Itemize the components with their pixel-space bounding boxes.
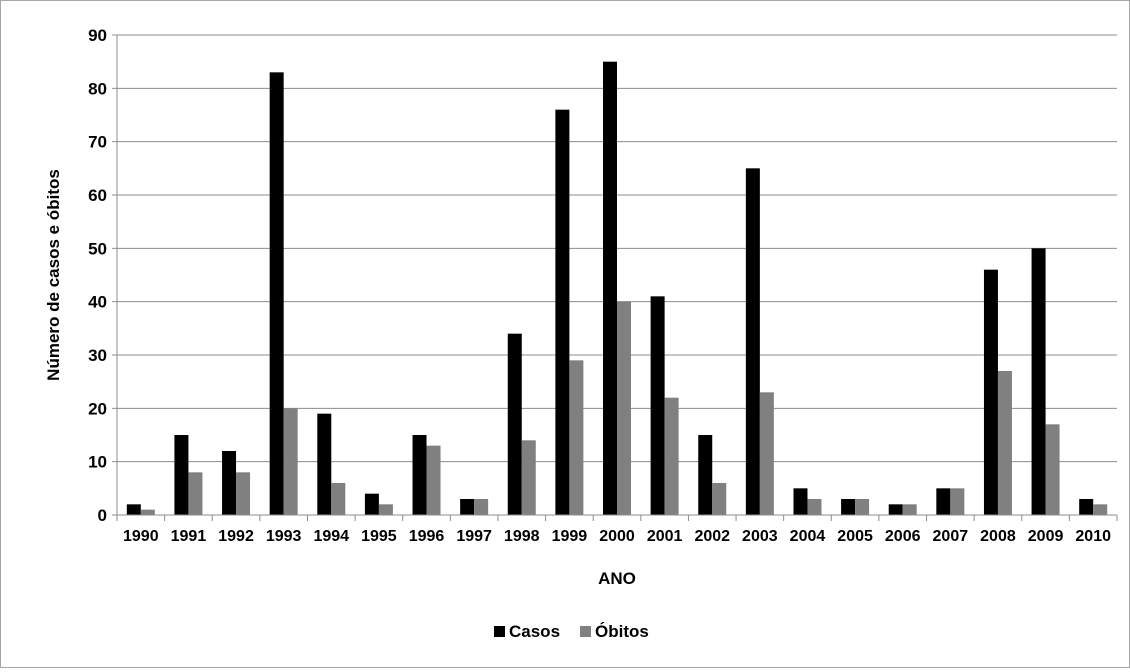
x-tick-label-1994: 1994 [313, 528, 349, 545]
x-tick-label-2008: 2008 [980, 528, 1016, 545]
bar-obitos-2002 [712, 483, 727, 515]
bar-obitos-2008 [997, 371, 1012, 515]
x-tick-label-2006: 2006 [885, 528, 921, 545]
y-tick-label: 60 [88, 186, 107, 205]
x-tick-label-1997: 1997 [456, 528, 492, 545]
bar-obitos-1997 [474, 499, 489, 515]
bar-casos-1999 [555, 109, 570, 516]
y-tick-label: 10 [88, 453, 107, 472]
y-tick-label: 40 [88, 293, 107, 312]
bar-obitos-1990 [140, 509, 155, 515]
axes: 0 10 20 30 40 50 60 70 80 90 1990 1991 1992 1993 1994 1… [88, 26, 1118, 545]
bar-casos-1993 [269, 72, 284, 515]
x-tick-label-2000: 2000 [599, 528, 635, 545]
x-tick-label-2009: 2009 [1028, 528, 1064, 545]
bar-casos-1994 [317, 413, 332, 515]
bar-obitos-1998 [521, 440, 536, 515]
bar-casos-2010 [1079, 499, 1094, 515]
bars [126, 61, 1108, 516]
legend-label-obitos: Óbitos [595, 622, 649, 641]
x-tick-label-1991: 1991 [171, 528, 207, 545]
bar-casos-1996 [412, 435, 427, 515]
legend: Casos Óbitos [494, 622, 649, 641]
bar-casos-2000 [603, 61, 617, 516]
y-axis-title: Número de casos e óbitos [44, 169, 63, 381]
bar-obitos-2006 [902, 504, 917, 515]
bar-obitos-1996 [426, 445, 441, 515]
bar-casos-1998 [507, 333, 522, 515]
bar-obitos-2009 [1045, 424, 1060, 515]
bar-obitos-1992 [236, 472, 251, 515]
bar-obitos-2010 [1093, 504, 1108, 515]
x-tick-label-1992: 1992 [218, 528, 254, 545]
x-tick-label-1996: 1996 [409, 528, 445, 545]
bar-obitos-2007 [950, 488, 965, 515]
bar-casos-2007 [936, 488, 951, 515]
y-tick-label: 0 [98, 506, 107, 525]
legend-swatch-obitos [580, 626, 591, 637]
x-axis-title: ANO [598, 569, 636, 588]
bar-casos-2003 [745, 168, 760, 516]
bar-casos-2001 [650, 296, 665, 515]
y-tick-label: 80 [88, 79, 107, 98]
x-tick-label-1998: 1998 [504, 528, 540, 545]
bar-casos-2009 [1031, 248, 1046, 516]
x-tick-label-1990: 1990 [123, 528, 159, 545]
bar-obitos-2004 [807, 499, 822, 515]
y-tick-label: 30 [88, 346, 107, 365]
x-tick-label-2010: 2010 [1075, 528, 1111, 545]
x-tick-label-2005: 2005 [837, 528, 873, 545]
x-tick-label-2003: 2003 [742, 528, 778, 545]
bar-casos-2006 [888, 504, 903, 515]
legend-swatch-casos [494, 626, 505, 637]
y-tick-label: 90 [88, 26, 107, 45]
bar-casos-2005 [841, 499, 856, 515]
bar-obitos-2003 [759, 392, 774, 515]
bar-obitos-1995 [378, 504, 393, 515]
x-tick-label-2004: 2004 [790, 528, 826, 545]
y-tick-label: 70 [88, 133, 107, 152]
x-tick-label-1995: 1995 [361, 528, 397, 545]
bar-obitos-2000 [617, 301, 631, 515]
x-tick-label-2001: 2001 [647, 528, 683, 545]
x-tick-label-1993: 1993 [266, 528, 302, 545]
bar-obitos-2005 [855, 499, 870, 515]
bar-casos-1991 [174, 435, 189, 515]
bar-casos-2002 [698, 435, 713, 515]
legend-label-casos: Casos [509, 622, 560, 641]
bar-obitos-2001 [664, 397, 679, 515]
bar-obitos-1991 [188, 472, 203, 515]
bar-casos-1992 [222, 451, 237, 515]
bar-casos-1990 [126, 504, 141, 515]
bar-obitos-1999 [569, 360, 584, 515]
bar-obitos-1994 [331, 483, 346, 515]
y-tick-label: 50 [88, 239, 107, 258]
x-tick-label-2007: 2007 [933, 528, 969, 545]
x-tick-label-2002: 2002 [694, 528, 730, 545]
x-tick-label-1999: 1999 [552, 528, 588, 545]
bar-casos-2008 [983, 269, 998, 515]
bar-obitos-1993 [283, 408, 298, 515]
y-tick-label: 20 [88, 399, 107, 418]
bar-casos-1995 [364, 493, 379, 515]
bar-casos-1997 [460, 499, 475, 515]
bar-casos-2004 [793, 488, 808, 515]
